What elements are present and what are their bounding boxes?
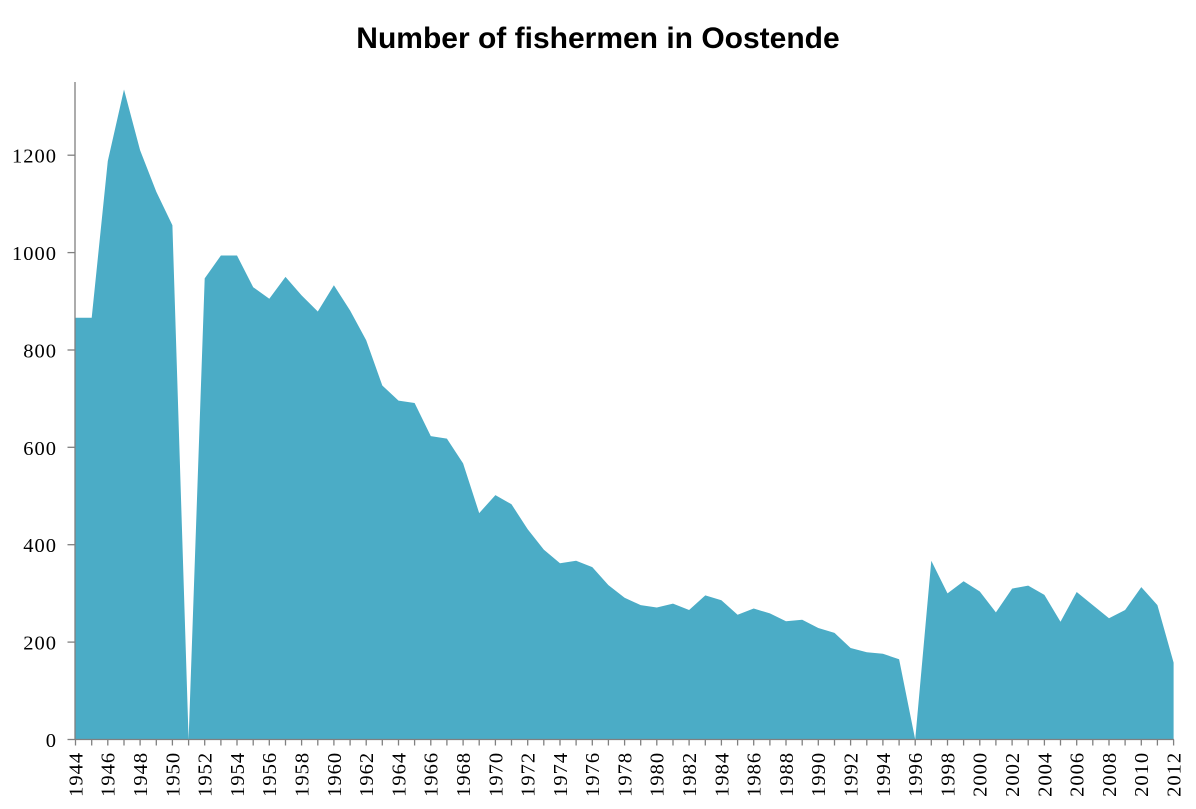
svg-text:1948: 1948 — [130, 752, 152, 797]
svg-text:1972: 1972 — [518, 752, 540, 797]
svg-text:1994: 1994 — [873, 752, 895, 797]
svg-text:1986: 1986 — [744, 752, 766, 797]
svg-text:1984: 1984 — [711, 752, 733, 797]
svg-text:1992: 1992 — [841, 752, 863, 797]
svg-text:1990: 1990 — [808, 752, 830, 797]
svg-text:200: 200 — [23, 633, 57, 655]
svg-text:1970: 1970 — [485, 752, 507, 797]
svg-text:1964: 1964 — [388, 752, 410, 797]
svg-text:1958: 1958 — [292, 752, 314, 797]
svg-text:600: 600 — [23, 438, 57, 460]
svg-text:2006: 2006 — [1067, 752, 1089, 797]
svg-text:1996: 1996 — [905, 752, 927, 797]
svg-text:1000: 1000 — [12, 243, 57, 265]
svg-text:800: 800 — [23, 341, 57, 363]
svg-text:Number of fishermen in Oostend: Number of fishermen in Oostende — [356, 22, 839, 55]
svg-text:2000: 2000 — [970, 752, 992, 797]
svg-text:1980: 1980 — [647, 752, 669, 797]
svg-text:1960: 1960 — [324, 752, 346, 797]
svg-text:1952: 1952 — [195, 752, 217, 797]
svg-text:1950: 1950 — [162, 752, 184, 797]
svg-text:1962: 1962 — [356, 752, 378, 797]
svg-text:400: 400 — [23, 535, 57, 557]
svg-text:2004: 2004 — [1034, 752, 1056, 797]
svg-text:2010: 2010 — [1131, 752, 1153, 797]
svg-text:1998: 1998 — [937, 752, 959, 797]
svg-text:1968: 1968 — [453, 752, 475, 797]
svg-text:1974: 1974 — [550, 752, 572, 797]
svg-text:1976: 1976 — [582, 752, 604, 797]
svg-text:1200: 1200 — [12, 146, 57, 168]
svg-text:2002: 2002 — [1002, 752, 1024, 797]
svg-text:1988: 1988 — [776, 752, 798, 797]
svg-text:0: 0 — [46, 730, 57, 752]
svg-text:1982: 1982 — [679, 752, 701, 797]
svg-text:1978: 1978 — [615, 752, 637, 797]
svg-text:1966: 1966 — [421, 752, 443, 797]
svg-text:1944: 1944 — [66, 752, 88, 797]
svg-text:2012: 2012 — [1164, 752, 1186, 797]
svg-text:1946: 1946 — [98, 752, 120, 797]
svg-text:1954: 1954 — [227, 752, 249, 797]
svg-text:2008: 2008 — [1099, 752, 1121, 797]
svg-text:1956: 1956 — [259, 752, 281, 797]
